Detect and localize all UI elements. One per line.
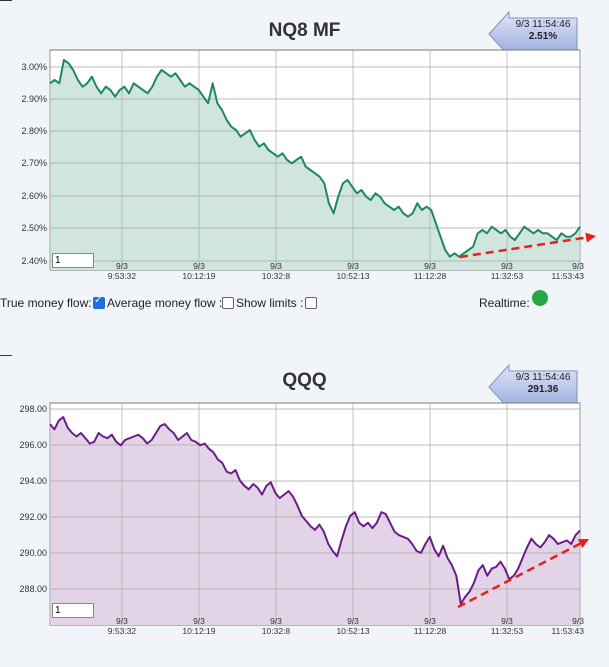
x-tick-time: 11:32:53 [491, 271, 524, 281]
x-tick-time: 11:12:28 [414, 626, 447, 636]
true-money-flow-checkbox[interactable] [93, 295, 105, 309]
chart-controls: True money flow: Average money flow : Sh… [0, 295, 609, 311]
x-tick-date: 9/3 [572, 261, 584, 271]
flag-value: 2.51% [528, 31, 558, 42]
x-tick-date: 9/3 [270, 261, 282, 271]
x-tick-time: 9:53:32 [108, 271, 137, 281]
y-tick-label: 296.00 [19, 440, 47, 450]
y-tick-label: 2.50% [21, 223, 47, 233]
y-tick-label: 288.00 [19, 584, 47, 594]
x-tick-time: 11:53:43 [552, 271, 585, 281]
x-tick-date: 9/3 [347, 261, 359, 271]
x-tick-time: 9:53:32 [108, 626, 137, 636]
x-tick-time: 10:12:19 [182, 271, 215, 281]
x-tick-time: 10:52:13 [336, 626, 369, 636]
x-tick-time: 10:32:8 [262, 271, 291, 281]
x-tick-time: 11:12:28 [414, 271, 447, 281]
show-limits-label: Show limits : [236, 296, 304, 310]
trend-arrow-head-icon [577, 539, 589, 549]
average-money-flow-label: Average money flow : [107, 296, 223, 310]
trend-arrow-head-icon [585, 232, 596, 243]
y-tick-label: 2.90% [21, 94, 47, 104]
x-tick-date: 9/3 [193, 261, 205, 271]
y-tick-label: 2.60% [21, 191, 47, 201]
y-tick-label: 2.80% [21, 126, 47, 136]
y-tick-label: 2.70% [21, 158, 47, 168]
chart-title: NQ8 MF [268, 20, 341, 41]
series-line [49, 59, 581, 258]
y-tick-label: 3.00% [21, 62, 47, 72]
flag-time: 9/3 11:54:46 [515, 19, 571, 30]
realtime-label: Realtime: [479, 296, 530, 310]
x-tick-date: 9/3 [572, 616, 584, 626]
y-tick-label: 290.00 [19, 548, 47, 558]
x-tick-date: 9/3 [116, 616, 128, 626]
y-tick-label: 294.00 [19, 476, 47, 486]
zoom-input[interactable] [52, 253, 94, 268]
series-line [49, 416, 581, 605]
corner-tick [0, 355, 12, 356]
x-tick-time: 10:12:19 [182, 626, 215, 636]
x-tick-time: 10:32:8 [262, 626, 291, 636]
x-tick-time: 11:32:53 [491, 626, 524, 636]
x-tick-date: 9/3 [193, 616, 205, 626]
x-tick-date: 9/3 [116, 261, 128, 271]
trend-arrow-line [459, 236, 587, 259]
show-limits-checkbox[interactable] [305, 297, 317, 309]
chart-panel-qqq: QQQ 9/3 11:54:46 291.36 298.00 296.00 294.… [0, 355, 609, 667]
chart-title: QQQ [282, 370, 327, 391]
area-fill [50, 60, 580, 270]
flag-time: 9/3 11:54:46 [515, 372, 571, 383]
area-chart: 3.00%2.90%2.80%2.70%2.60%2.50%2.40% 9/39:… [21, 49, 596, 281]
area-fill [50, 417, 580, 625]
chart-panel-nq8mf: NQ8 MF 9/3 11:54:46 2.51% 3.00% 2.90% 2.80… [0, 0, 609, 330]
y-tick-label: 2.40% [21, 256, 47, 266]
x-tick-date: 9/3 [270, 616, 282, 626]
zoom-input[interactable] [52, 603, 94, 618]
y-tick-label: 298.00 [19, 404, 47, 414]
trend-arrow-line [457, 542, 581, 609]
true-money-flow-label: True money flow: [0, 296, 92, 310]
flag-value: 291.36 [527, 384, 559, 395]
average-money-flow-checkbox[interactable] [222, 297, 234, 309]
x-tick-date: 9/3 [424, 616, 436, 626]
x-tick-date: 9/3 [347, 616, 359, 626]
x-tick-date: 9/3 [424, 261, 436, 271]
x-tick-date: 9/3 [501, 261, 513, 271]
y-tick-label: 292.00 [19, 512, 47, 522]
corner-tick [0, 0, 12, 1]
x-tick-time: 10:52:13 [336, 271, 369, 281]
area-chart: 298.00296.00294.00292.00290.00288.009/39… [19, 402, 589, 636]
realtime-status-indicator[interactable] [532, 290, 548, 306]
x-tick-date: 9/3 [501, 616, 513, 626]
x-tick-time: 11:53:43 [552, 626, 585, 636]
